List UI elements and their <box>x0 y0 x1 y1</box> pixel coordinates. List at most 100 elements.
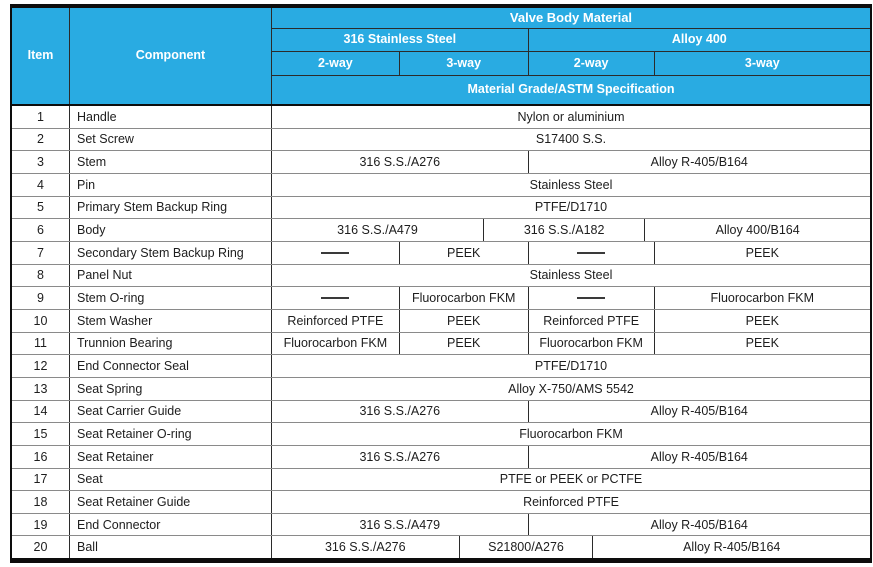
table-row: 10 Stem Washer Reinforced PTFE PEEK Reinforc… <box>12 308 870 332</box>
component-name: Stem Washer <box>70 309 272 332</box>
material-cell <box>527 241 654 264</box>
component-name: Handle <box>70 106 272 128</box>
material-cells: 316 S.S./A276 Alloy R-405/B164 <box>272 445 870 468</box>
item-number: 5 <box>12 196 70 219</box>
material-cell: 316 S.S./A182 <box>482 219 644 241</box>
table-body: 1 Handle Nylon or aluminium 2 Set Screw S1740… <box>12 106 870 559</box>
material-cell: Alloy R-405/B164 <box>527 445 870 468</box>
component-name: Trunnion Bearing <box>70 332 272 355</box>
material-cell: PEEK <box>653 309 870 332</box>
component-name: Set Screw <box>70 128 272 151</box>
component-name: Seat Retainer O-ring <box>70 423 272 445</box>
material-cells: Reinforced PTFE PEEK Reinforced PTFE PEEK <box>272 309 870 332</box>
material-cell: Fluorocarbon FKM <box>398 287 528 309</box>
item-number: 2 <box>12 128 70 151</box>
material-cell: Alloy X-750/AMS 5542 <box>508 381 634 396</box>
material-cells: Alloy X-750/AMS 5542 <box>272 378 870 400</box>
component-name: Body <box>70 219 272 241</box>
material-cell <box>272 287 399 309</box>
material-cell: Fluorocarbon FKM <box>519 427 623 442</box>
item-number: 6 <box>12 219 70 241</box>
table-row: 5 Primary Stem Backup Ring PTFE/D1710 <box>12 195 870 219</box>
dash-placeholder <box>321 251 350 254</box>
table-row: 3 Stem 316 S.S./A276 Alloy R-405/B164 <box>12 150 870 173</box>
table-row: 8 Panel Nut Stainless Steel <box>12 263 870 287</box>
header-alloy-2way: 2-way <box>528 52 654 75</box>
item-number: 7 <box>12 241 70 264</box>
table-row: 11 Trunnion Bearing Fluorocarbon FKM PEEK Fl… <box>12 331 870 355</box>
table-row: 9 Stem O-ring Fluorocarbon FKM Fluorocarbon… <box>12 286 870 309</box>
material-cell: Nylon or aluminium <box>517 109 625 124</box>
table-row: 7 Secondary Stem Backup Ring PEEK PEEK <box>12 240 870 264</box>
table-row: 18 Seat Retainer Guide Reinforced PTFE <box>12 490 870 513</box>
material-cell: PEEK <box>653 241 870 264</box>
table-row: 6 Body 316 S.S./A479 316 S.S./A182 Alloy 400… <box>12 218 870 241</box>
item-number: 15 <box>12 423 70 445</box>
material-cell: Alloy R-405/B164 <box>527 513 870 536</box>
item-number: 14 <box>12 400 70 423</box>
header-alloy-400: Alloy 400 <box>528 29 870 51</box>
material-cell <box>272 242 399 264</box>
material-cell: S17400 S.S. <box>535 132 607 147</box>
header-ss-2way: 2-way <box>272 52 399 75</box>
component-name: Stem O-ring <box>70 287 272 309</box>
table-row: 20 Ball 316 S.S./A276 S21800/A276 Alloy R-40… <box>12 535 870 559</box>
table-row: 1 Handle Nylon or aluminium <box>12 106 870 128</box>
item-number: 18 <box>12 491 70 513</box>
material-cell: Reinforced PTFE <box>523 494 619 509</box>
material-cells: Stainless Steel <box>272 265 870 287</box>
item-number: 10 <box>12 309 70 332</box>
material-cell: PTFE/D1710 <box>534 200 608 215</box>
table-row: 19 End Connector 316 S.S./A479 Alloy R-405/… <box>12 512 870 536</box>
table-row: 14 Seat Carrier Guide 316 S.S./A276 Alloy R… <box>12 399 870 423</box>
table-header: Item Component Valve Body Material 316 S… <box>12 8 870 106</box>
item-number: 19 <box>12 513 70 536</box>
component-name: Seat Retainer <box>70 445 272 468</box>
header-material-grade-spec: Material Grade/ASTM Specification <box>272 76 870 104</box>
item-number: 20 <box>12 536 70 559</box>
item-number: 9 <box>12 287 70 309</box>
material-cells: Fluorocarbon FKM Fluorocarbon FKM <box>272 287 870 309</box>
item-number: 11 <box>12 332 70 355</box>
col-header-component: Component <box>70 8 271 104</box>
material-cells: 316 S.S./A276 Alloy R-405/B164 <box>272 400 870 423</box>
component-name: Ball <box>70 536 272 559</box>
material-cells: PTFE or PEEK or PCTFE <box>272 469 870 491</box>
material-cell: 316 S.S./A276 <box>359 155 441 170</box>
dash-placeholder <box>577 297 606 300</box>
dash-placeholder <box>321 297 350 300</box>
material-cell: Stainless Steel <box>529 177 613 192</box>
material-cell: Fluorocarbon FKM <box>283 336 388 351</box>
material-cells: 316 S.S./A276 S21800/A276 Alloy R-405/B164 <box>272 536 870 559</box>
material-cell: Alloy R-405/B164 <box>527 400 870 423</box>
material-cell: Fluorocarbon FKM <box>527 332 654 355</box>
material-cell: PEEK <box>398 241 528 264</box>
item-number: 8 <box>12 264 70 287</box>
material-cell: 316 S.S./A479 <box>359 517 441 532</box>
material-cell: Reinforced PTFE <box>527 309 654 332</box>
component-name: Stem <box>70 151 272 173</box>
table-row: 15 Seat Retainer O-ring Fluorocarbon FKM <box>12 422 870 445</box>
item-number: 13 <box>12 377 70 400</box>
table-row: 17 Seat PTFE or PEEK or PCTFE <box>12 467 870 491</box>
component-name: Panel Nut <box>70 264 272 287</box>
material-cells: 316 S.S./A276 Alloy R-405/B164 <box>272 151 870 173</box>
component-name: End Connector Seal <box>70 355 272 377</box>
item-number: 4 <box>12 173 70 196</box>
col-header-item: Item <box>12 8 69 104</box>
header-316-stainless-steel: 316 Stainless Steel <box>272 29 528 51</box>
table-row: 13 Seat Spring Alloy X-750/AMS 5542 <box>12 376 870 400</box>
material-cell: Alloy 400/B164 <box>644 219 870 241</box>
material-cell: PTFE/D1710 <box>534 359 608 374</box>
component-name: End Connector <box>70 513 272 536</box>
material-cell: Alloy R-405/B164 <box>527 151 870 173</box>
item-number: 17 <box>12 468 70 491</box>
material-cell: Reinforced PTFE <box>287 313 384 328</box>
material-cells: Nylon or aluminium <box>272 106 870 128</box>
material-cell: PEEK <box>398 332 528 355</box>
material-cell: Fluorocarbon FKM <box>653 287 870 309</box>
header-alloy-3way: 3-way <box>654 52 870 75</box>
material-cells: Stainless Steel <box>272 174 870 196</box>
component-name: Seat <box>70 468 272 491</box>
